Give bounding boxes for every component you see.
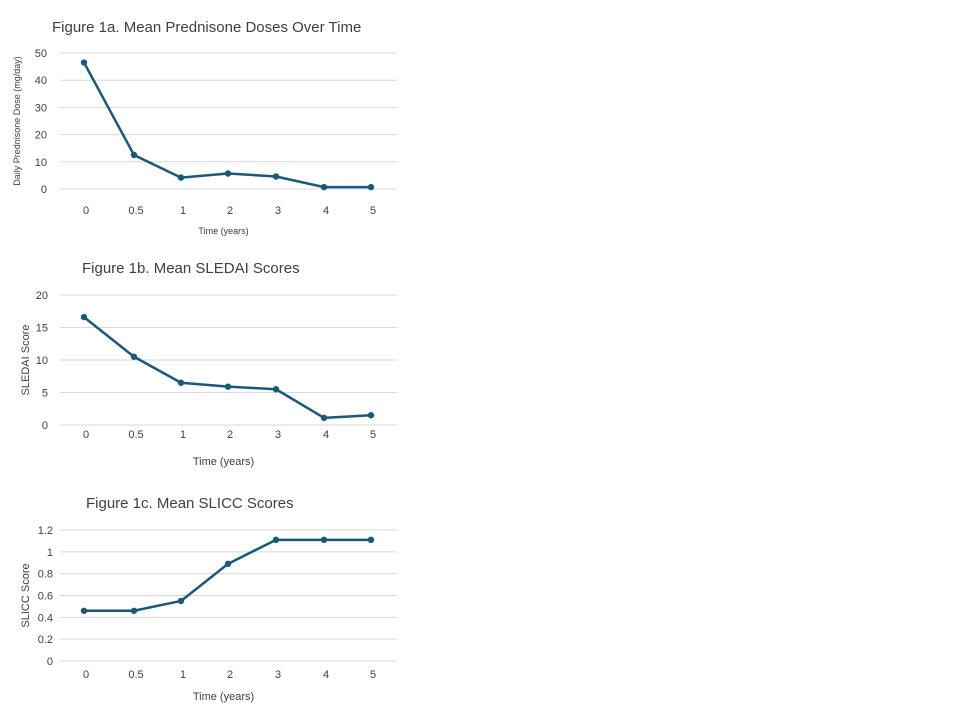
- data-point-1b: [177, 379, 185, 386]
- data-point-1c: [130, 607, 138, 614]
- x-tick-label-1a: 2: [227, 205, 233, 217]
- x-tick-label-1a: 4: [323, 205, 329, 217]
- y-tick-label-1a: 0: [41, 184, 47, 196]
- x-tick-label-1a: 0.5: [128, 205, 143, 217]
- y-tick-label-1a: 10: [35, 157, 47, 169]
- x-tick-label-1b: 4: [323, 429, 329, 441]
- data-point-1a: [224, 170, 232, 177]
- data-point-1c: [272, 536, 280, 544]
- data-point-1b: [80, 313, 88, 321]
- data-point-1c: [320, 536, 328, 544]
- x-tick-label-1c: 5: [370, 669, 376, 681]
- data-point-1c: [80, 607, 88, 614]
- chart-title-1b: Figure 1b. Mean SLEDAI Scores: [82, 260, 300, 277]
- x-tick-label-1b: 5: [370, 429, 376, 441]
- data-point-1a: [320, 183, 328, 191]
- x-tick-label-1b: 3: [275, 429, 281, 441]
- y-tick-label-1b: 0: [42, 420, 48, 432]
- y-tick-label-1b: 5: [42, 388, 48, 400]
- data-point-1c: [367, 536, 375, 544]
- y-tick-label-1a: 30: [35, 102, 47, 114]
- y-tick-label-1c: 0.2: [38, 634, 53, 646]
- x-tick-label-1a: 3: [275, 205, 281, 217]
- y-axis-label-1b: SLEDAI Score: [20, 325, 32, 396]
- x-tick-label-1a: 5: [370, 205, 376, 217]
- data-point-1c: [224, 560, 232, 568]
- x-tick-label-1b: 2: [227, 429, 233, 441]
- data-point-1a: [272, 173, 280, 180]
- y-tick-label-1a: 20: [35, 130, 47, 142]
- data-point-1b: [130, 353, 138, 360]
- series-line-1a: [82, 61, 371, 189]
- x-tick-label-1c: 2: [227, 669, 233, 681]
- y-axis-label-1c: SLICC Score: [20, 563, 32, 627]
- data-point-1a: [367, 183, 375, 191]
- data-point-1b: [224, 383, 232, 390]
- x-tick-label-1b: 0.5: [128, 429, 143, 441]
- data-point-1b: [272, 386, 280, 393]
- chart-title-1a: Figure 1a. Mean Prednisone Doses Over Ti…: [52, 19, 361, 36]
- data-point-1b: [367, 412, 375, 419]
- y-tick-label-1a: 40: [35, 75, 47, 87]
- x-axis-label-1b: Time (years): [193, 456, 254, 468]
- x-axis-label-1a: Time (years): [198, 226, 248, 236]
- x-tick-label-1c: 3: [275, 669, 281, 681]
- y-tick-label-1c: 0.6: [38, 591, 53, 603]
- chart-title-1c: Figure 1c. Mean SLICC Scores: [86, 495, 294, 512]
- y-tick-label-1c: 1.2: [38, 525, 53, 537]
- y-tick-label-1a: 50: [35, 48, 47, 60]
- y-tick-label-1c: 0.4: [38, 612, 53, 624]
- series-line-1c: [84, 538, 371, 613]
- x-tick-label-1c: 1: [180, 669, 186, 681]
- data-point-1c: [177, 597, 185, 605]
- y-tick-label-1c: 0: [47, 656, 53, 668]
- data-point-1b: [320, 414, 328, 422]
- x-tick-label-1a: 1: [180, 205, 186, 217]
- data-point-1a: [80, 59, 88, 66]
- data-point-1a: [177, 174, 185, 181]
- y-tick-label-1b: 15: [36, 323, 48, 335]
- y-tick-label-1b: 20: [36, 290, 48, 302]
- x-tick-label-1c: 0: [83, 669, 89, 681]
- data-point-1a: [130, 151, 138, 159]
- x-axis-label-1c: Time (years): [193, 691, 254, 703]
- y-tick-label-1c: 1: [47, 547, 53, 559]
- y-tick-label-1c: 0.8: [38, 569, 53, 581]
- x-tick-label-1c: 0.5: [128, 669, 143, 681]
- y-axis-label-1a: Daily Prednisone Dose (mg/day): [12, 56, 22, 186]
- x-tick-label-1a: 0: [83, 205, 89, 217]
- x-tick-label-1b: 0: [83, 429, 89, 441]
- x-tick-label-1c: 4: [323, 669, 329, 681]
- y-tick-label-1b: 10: [36, 355, 48, 367]
- series-line-1b: [83, 316, 372, 420]
- x-tick-label-1b: 1: [180, 429, 186, 441]
